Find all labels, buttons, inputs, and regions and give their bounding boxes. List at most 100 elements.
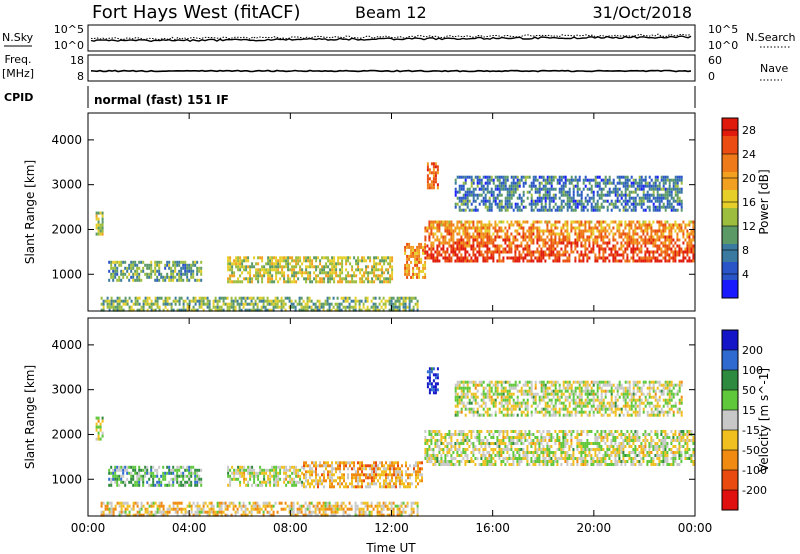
data-cell xyxy=(257,274,260,278)
data-cell xyxy=(528,442,531,445)
data-cell xyxy=(297,262,300,266)
data-cell xyxy=(422,266,425,270)
data-cell xyxy=(570,250,573,254)
data-cell xyxy=(540,187,543,191)
data-cell xyxy=(530,226,533,230)
data-cell xyxy=(658,187,661,191)
data-cell xyxy=(484,196,487,200)
data-cell xyxy=(526,433,529,436)
data-cell xyxy=(660,205,663,209)
data-cell xyxy=(142,299,145,303)
data-cell xyxy=(500,181,503,185)
data-cell xyxy=(132,266,135,270)
data-cell xyxy=(502,439,505,442)
data-cell xyxy=(524,256,527,260)
data-cell xyxy=(540,250,543,254)
data-cell xyxy=(305,470,307,474)
data-cell xyxy=(468,253,471,257)
data-cell xyxy=(600,223,603,227)
data-cell xyxy=(498,187,501,191)
data-cell xyxy=(116,474,119,478)
data-cell xyxy=(558,253,561,257)
data-cell xyxy=(261,268,264,272)
data-cell xyxy=(293,465,296,469)
data-cell xyxy=(339,482,341,486)
data-cell xyxy=(518,463,521,466)
data-cell xyxy=(542,193,545,197)
data-cell xyxy=(112,468,115,472)
data-cell xyxy=(660,196,663,200)
data-cell xyxy=(389,259,392,263)
data-cell xyxy=(566,457,569,460)
data-cell xyxy=(534,448,537,451)
data-cell xyxy=(528,451,531,454)
data-cell xyxy=(544,244,547,248)
data-cell xyxy=(462,256,465,260)
data-cell xyxy=(532,241,535,245)
data-cell xyxy=(99,229,102,233)
data-cell xyxy=(510,442,513,445)
data-cell xyxy=(456,220,459,224)
data-cell xyxy=(339,262,342,266)
data-cell xyxy=(99,226,102,230)
data-cell xyxy=(269,271,272,275)
data-cell xyxy=(502,184,505,188)
data-cell xyxy=(626,259,629,263)
data-cell xyxy=(532,238,535,242)
data-cell xyxy=(432,436,435,439)
data-cell xyxy=(484,259,487,263)
data-cell xyxy=(460,430,463,433)
data-cell xyxy=(622,253,625,257)
data-cell xyxy=(130,266,133,270)
data-cell xyxy=(680,202,683,206)
data-cell xyxy=(345,482,347,486)
data-cell xyxy=(486,187,489,191)
data-cell xyxy=(532,232,535,236)
data-cell xyxy=(494,196,497,200)
data-cell xyxy=(306,299,309,303)
data-cell xyxy=(488,442,491,445)
data-cell xyxy=(416,275,419,279)
data-cell xyxy=(395,476,397,480)
data-cell xyxy=(560,229,563,233)
data-cell xyxy=(399,467,401,471)
data-cell xyxy=(124,260,127,264)
data-cell xyxy=(608,259,611,263)
data-cell xyxy=(512,430,515,433)
data-cell xyxy=(253,274,256,278)
data-cell xyxy=(416,251,419,255)
data-cell xyxy=(305,485,307,489)
data-cell xyxy=(524,178,527,182)
data-cell xyxy=(349,256,352,260)
data-cell xyxy=(552,232,555,236)
data-cell xyxy=(176,278,179,282)
data-cell xyxy=(148,483,151,487)
data-cell xyxy=(320,305,323,309)
data-cell xyxy=(618,226,621,230)
data-cell xyxy=(249,268,252,272)
data-cell xyxy=(95,437,98,441)
data-cell xyxy=(430,250,433,254)
data-cell xyxy=(385,467,387,471)
data-cell xyxy=(550,199,553,203)
data-cell xyxy=(510,457,513,460)
data-cell xyxy=(672,181,675,185)
data-cell xyxy=(566,460,569,463)
data-cell xyxy=(327,280,330,284)
data-cell xyxy=(446,223,449,227)
data-cell xyxy=(574,184,577,188)
data-cell xyxy=(323,479,325,483)
data-cell xyxy=(312,302,315,306)
data-cell xyxy=(450,463,453,466)
data-cell xyxy=(282,305,285,309)
data-cell xyxy=(268,308,271,312)
data-cell xyxy=(271,277,274,281)
data-cell xyxy=(456,202,459,206)
data-cell xyxy=(458,232,461,236)
data-cell xyxy=(478,253,481,257)
data-cell xyxy=(122,468,125,472)
data-cell xyxy=(367,271,370,275)
data-cell xyxy=(318,299,321,303)
data-cell xyxy=(580,442,583,445)
data-cell xyxy=(464,190,467,194)
